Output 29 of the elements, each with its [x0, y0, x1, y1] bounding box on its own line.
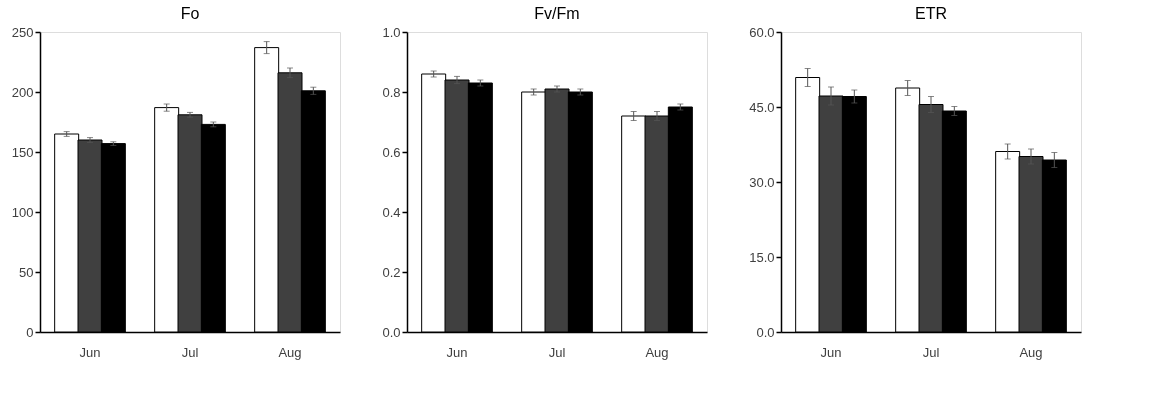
- x-tick-label: Jun: [446, 344, 468, 360]
- chart-title: Fv/Fm: [534, 5, 580, 22]
- x-tick-label: Jun: [79, 344, 101, 360]
- chart-title: ETR: [915, 5, 947, 22]
- y-tick-label: 0: [26, 324, 34, 340]
- y-tick-label: 1.0: [382, 24, 401, 40]
- x-tick-label: Jul: [922, 344, 940, 360]
- x-tick-label: Aug: [278, 344, 302, 360]
- x-tick-label: Jul: [181, 344, 199, 360]
- y-tick-label: 0.8: [382, 84, 401, 100]
- y-tick-label: 50: [19, 264, 34, 280]
- x-tick-label: Jun: [820, 344, 842, 360]
- y-tick-label: 0.4: [382, 204, 401, 220]
- y-tick-label: 15.0: [749, 249, 775, 265]
- y-tick-label: 250: [11, 24, 34, 40]
- y-tick-label: 150: [11, 144, 34, 160]
- y-tick-label: 0.6: [382, 144, 401, 160]
- y-tick-label: 0.2: [382, 264, 401, 280]
- y-tick-label: 100: [11, 204, 34, 220]
- x-tick-label: Jul: [548, 344, 566, 360]
- x-tick-label: Aug: [645, 344, 669, 360]
- y-tick-label: 60.0: [749, 24, 775, 40]
- y-tick-label: 0.0: [382, 324, 401, 340]
- x-tick-label: Aug: [1019, 344, 1043, 360]
- y-tick-label: 30.0: [749, 174, 775, 190]
- chart-title: Fo: [180, 5, 200, 22]
- y-tick-label: 200: [11, 84, 34, 100]
- y-tick-label: 45.0: [749, 99, 775, 115]
- y-tick-label: 0.0: [756, 324, 775, 340]
